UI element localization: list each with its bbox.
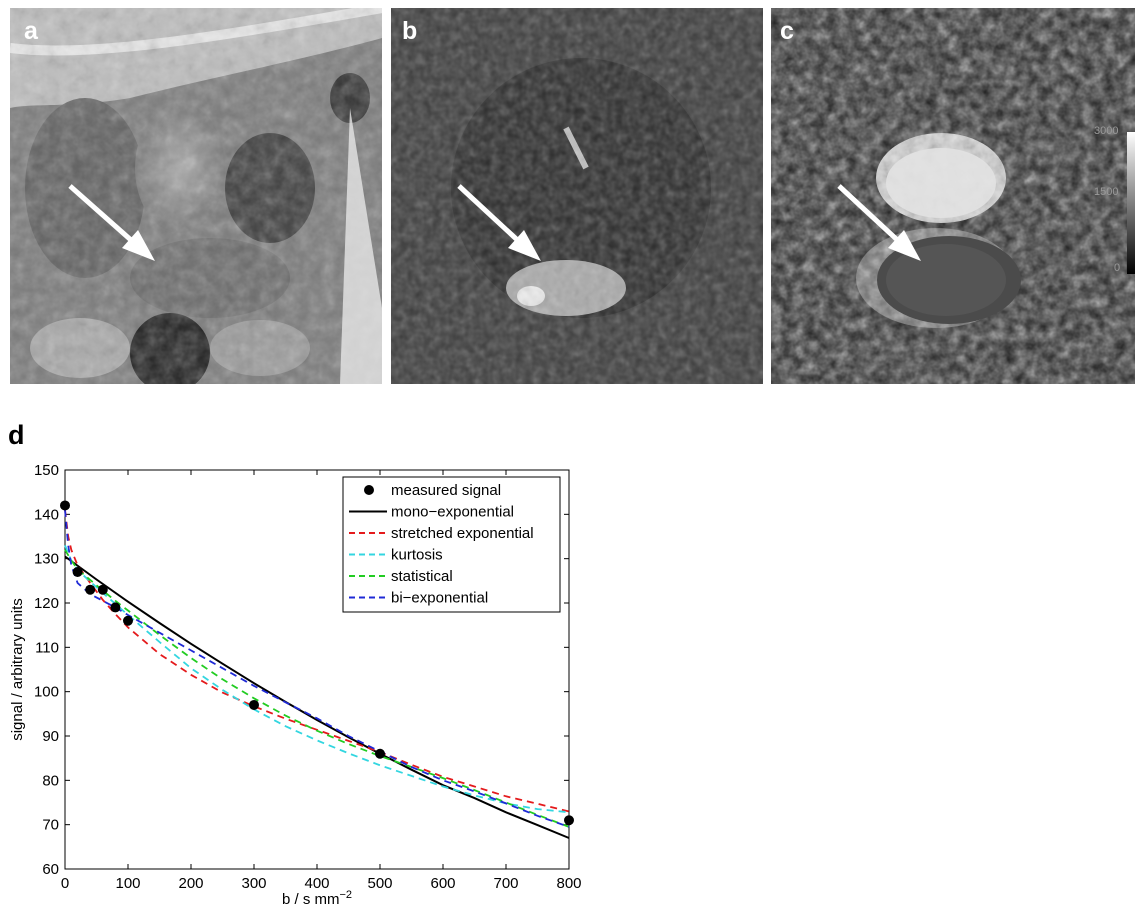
colorbar-tick-1500: 1500 bbox=[1094, 186, 1119, 198]
measured-point bbox=[375, 748, 385, 759]
legend-label: stretched exponential bbox=[391, 525, 534, 542]
signal-decay-chart: 0 100 200 300 400 500 600 700 800 60 70 80 90 100 110 1… bbox=[9, 462, 582, 908]
y-tick-label: 90 bbox=[42, 728, 59, 745]
panel-letter-d: d bbox=[8, 420, 25, 450]
y-tick-label: 70 bbox=[42, 817, 59, 834]
measured-point bbox=[85, 584, 96, 595]
colorbar-tick-3000: 3000 bbox=[1094, 125, 1119, 137]
chart-measured-points bbox=[60, 500, 574, 826]
y-tick-label: 130 bbox=[34, 551, 59, 568]
x-tick-label: 0 bbox=[61, 875, 69, 892]
measured-point bbox=[564, 815, 574, 826]
legend-box bbox=[342, 476, 561, 613]
y-tick-label: 80 bbox=[42, 772, 59, 789]
colorbar-tick-0: 0 bbox=[1114, 262, 1121, 274]
y-tick-label: 100 bbox=[34, 684, 59, 701]
legend-label: statistical bbox=[391, 568, 453, 585]
y-tick-label: 140 bbox=[34, 506, 59, 523]
mri-image-panel-c bbox=[771, 8, 1135, 384]
legend-marker bbox=[364, 485, 374, 495]
y-tick-label: 120 bbox=[34, 595, 59, 612]
x-tick-label: 200 bbox=[178, 875, 203, 892]
series-line-mono-exponential bbox=[64, 555, 570, 839]
panel-letter-b: b bbox=[402, 17, 418, 45]
chart-axes: 0 100 200 300 400 500 600 700 800 60 70 80 90 100 110 1… bbox=[9, 462, 582, 908]
panel-letter-c: c bbox=[780, 17, 794, 45]
y-axis-label: signal / arbitrary units bbox=[9, 598, 26, 741]
series-line-bi-exponential bbox=[64, 509, 570, 828]
x-tick-label: 400 bbox=[304, 875, 329, 892]
measured-point bbox=[60, 500, 70, 511]
measured-point bbox=[249, 699, 259, 710]
x-tick-label: 300 bbox=[241, 875, 266, 892]
panel-letter-a: a bbox=[24, 17, 38, 45]
legend-label: mono−exponential bbox=[391, 504, 514, 521]
legend-label: measured signal bbox=[391, 482, 501, 499]
y-tick-label: 110 bbox=[35, 639, 59, 656]
x-tick-label: 500 bbox=[367, 875, 392, 892]
x-tick-label: 800 bbox=[556, 875, 581, 892]
x-tick-label: 700 bbox=[493, 875, 518, 892]
x-tick-label: 600 bbox=[430, 875, 455, 892]
y-tick-label: 60 bbox=[42, 861, 59, 878]
legend-label: bi−exponential bbox=[391, 590, 488, 607]
measured-point bbox=[97, 584, 108, 595]
x-tick-label: 100 bbox=[115, 875, 140, 892]
measured-point bbox=[72, 566, 83, 577]
measured-point bbox=[123, 615, 133, 626]
measured-point bbox=[110, 602, 121, 613]
y-tick-label: 150 bbox=[34, 462, 59, 479]
x-axis-label: b / s mm−2 bbox=[282, 889, 352, 908]
mri-image-panel-a bbox=[10, 8, 382, 384]
mri-image-panel-b bbox=[391, 8, 763, 384]
chart-legend: measured signal mono−exponential stretched… bbox=[342, 476, 561, 613]
series-line-statistical bbox=[64, 549, 570, 828]
legend-label: kurtosis bbox=[391, 547, 443, 564]
